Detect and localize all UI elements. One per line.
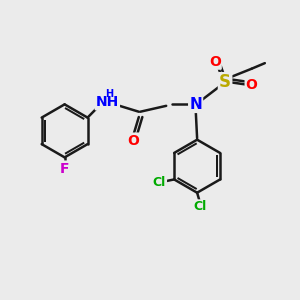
Text: H: H <box>105 89 113 99</box>
Text: NH: NH <box>96 95 119 109</box>
Text: Cl: Cl <box>153 176 166 189</box>
Text: O: O <box>127 134 139 148</box>
Text: Cl: Cl <box>194 200 207 213</box>
Text: O: O <box>246 78 257 92</box>
Text: O: O <box>209 55 221 69</box>
Text: N: N <box>189 97 202 112</box>
Text: S: S <box>219 73 231 91</box>
Text: F: F <box>60 161 69 176</box>
